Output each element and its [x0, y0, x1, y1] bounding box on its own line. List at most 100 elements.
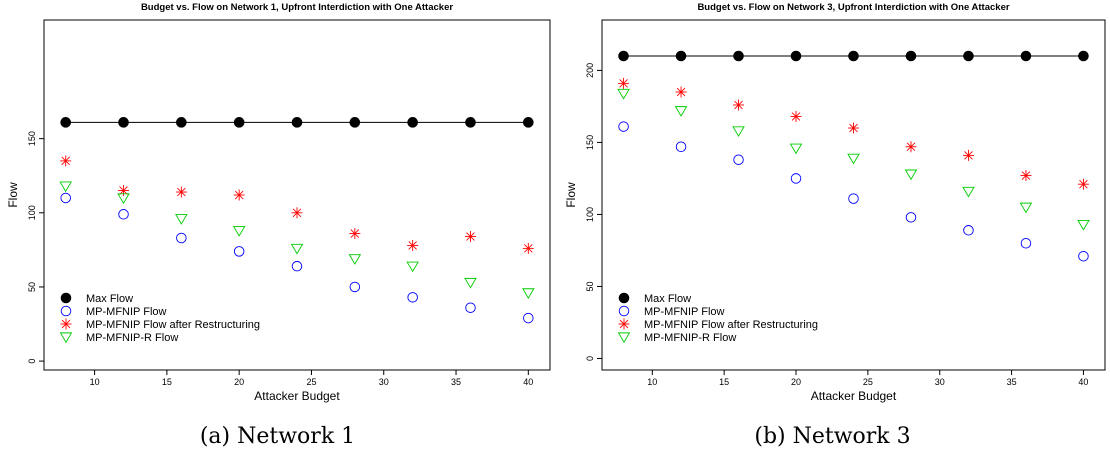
data-point [675, 50, 687, 62]
legend-item-mp-mfnip-flow-after-restructuring: MP-MFNIP Flow after Restructuring [618, 318, 818, 331]
x-axis-label: Attacker Budget [254, 389, 340, 403]
legend-label: MP-MFNIP-R Flow [86, 332, 178, 344]
data-point [59, 181, 72, 193]
x-tick-label: 15 [162, 377, 172, 387]
data-point [176, 117, 187, 128]
data-point [118, 185, 130, 197]
x-tick-label: 20 [791, 377, 801, 387]
data-point [1078, 50, 1089, 62]
data-point [963, 225, 974, 236]
data-point [963, 50, 974, 62]
figure-caption: (b) Network 3 [754, 424, 911, 449]
data-point [848, 193, 859, 204]
data-point [176, 232, 187, 244]
data-point [233, 246, 245, 257]
data-point [733, 50, 744, 62]
data-point [232, 226, 246, 237]
x-tick-label: 35 [451, 377, 461, 387]
y-tick-label: 200 [585, 63, 595, 78]
legend-item-max-flow: Max Flow [60, 292, 133, 305]
y-tick-label: 150 [585, 135, 595, 150]
data-point [465, 117, 476, 128]
chart-panel-network-1: Budget vs. Flow on Network 1, Upfront In… [6, 2, 551, 449]
data-point [464, 231, 476, 243]
chart-title: Budget vs. Flow on Network 3, Upfront In… [697, 2, 1009, 13]
y-tick-label: 100 [585, 207, 595, 222]
data-point [117, 193, 130, 205]
data-point [465, 302, 476, 313]
legend-marker [618, 292, 630, 304]
data-point [732, 126, 745, 138]
series-max-flow [618, 50, 1089, 62]
legend-marker [60, 318, 72, 330]
legend-item-mp-mfnip-flow: MP-MFNIP Flow [60, 305, 167, 318]
data-point [790, 111, 802, 123]
data-point [349, 281, 361, 293]
data-point [175, 214, 188, 225]
data-point [1077, 178, 1089, 190]
data-point [674, 106, 688, 117]
data-point [962, 149, 974, 161]
data-point [522, 242, 534, 254]
series-max-flow [60, 117, 534, 128]
data-point [291, 117, 303, 128]
legend-label: MP-MFNIP Flow after Restructuring [644, 319, 818, 331]
x-tick-label: 25 [863, 377, 873, 387]
chart-title: Budget vs. Flow on Network 1, Upfront In… [141, 2, 453, 13]
data-point [523, 117, 534, 128]
y-tick-label: 0 [27, 359, 37, 364]
y-axis-label: Flow [564, 182, 578, 208]
x-tick-label: 40 [1078, 377, 1088, 387]
data-point [617, 88, 630, 100]
data-point [790, 50, 802, 62]
series-mp-mfnip-r-flow [59, 181, 535, 299]
y-tick-label: 150 [27, 131, 37, 146]
x-tick-label: 35 [1007, 377, 1017, 387]
legend-item-mp-mfnip-r-flow: MP-MFNIP-R Flow [59, 332, 178, 344]
data-point [675, 86, 687, 98]
legend-item-mp-mfnip-r-flow: MP-MFNIP-R Flow [617, 332, 736, 344]
legend-marker [59, 332, 73, 344]
data-point [233, 189, 245, 201]
legend-label: Max Flow [86, 293, 133, 305]
series-mp-mfnip-flow-after-restructuring [60, 155, 534, 254]
chart-network-3: Budget vs. Flow on Network 3, Upfront In… [564, 2, 1106, 403]
legend-label: MP-MFNIP Flow [86, 306, 167, 318]
data-point [905, 50, 917, 62]
data-point [464, 277, 477, 289]
series-mp-mfnip-flow [60, 192, 534, 324]
figure-caption: (a) Network 1 [199, 424, 356, 449]
plot-frame [601, 19, 1106, 371]
legend-label: Max Flow [644, 293, 691, 305]
legend-marker [60, 292, 72, 304]
data-point [118, 209, 129, 220]
data-point [407, 292, 418, 303]
data-point [290, 243, 304, 255]
data-point [407, 117, 418, 128]
data-point [1020, 50, 1032, 62]
data-point [1020, 238, 1032, 249]
data-point [406, 261, 419, 273]
legend-item-max-flow: Max Flow [618, 292, 691, 305]
x-tick-label: 30 [379, 377, 389, 387]
series-mp-mfnip-r-flow [617, 88, 1090, 231]
data-point [675, 141, 687, 152]
data-point [733, 99, 745, 111]
x-axis-label: Attacker Budget [811, 389, 897, 403]
data-point [733, 154, 744, 165]
legend-marker [618, 318, 630, 330]
x-tick-label: 25 [306, 377, 316, 387]
series-mp-mfnip-flow-after-restructuring [618, 77, 1089, 190]
data-point [60, 155, 72, 167]
data-point [407, 239, 419, 251]
x-tick-label: 10 [647, 377, 657, 387]
data-point [905, 212, 917, 223]
data-point [233, 117, 245, 128]
data-point [1020, 170, 1032, 182]
data-point [618, 77, 630, 89]
data-point [522, 288, 535, 299]
data-point [1077, 219, 1090, 231]
x-tick-label: 40 [523, 377, 533, 387]
data-point [847, 153, 860, 165]
data-point [349, 117, 361, 128]
